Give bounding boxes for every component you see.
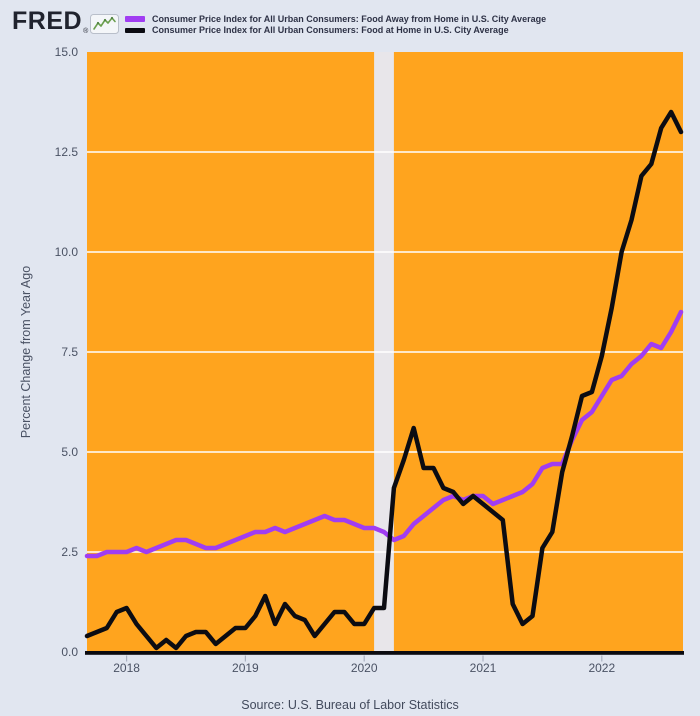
fred-sparkline-icon <box>90 14 119 34</box>
x-axis-tick-label: 2018 <box>113 661 140 675</box>
series-line-food-away-from-home <box>84 309 684 559</box>
x-axis-tick-label: 2020 <box>350 661 378 675</box>
x-axis-tick-label: 2022 <box>588 661 616 675</box>
x-axis-line <box>85 651 684 655</box>
legend-label-food-at-home: Consumer Price Index for All Urban Consu… <box>152 25 509 36</box>
registered-mark: ® <box>83 28 89 35</box>
source-note: Source: U.S. Bureau of Labor Statistics <box>241 698 459 712</box>
legend-item-food-at-home: Consumer Price Index for All Urban Consu… <box>125 25 546 37</box>
legend-swatch-food-away-from-home <box>125 16 145 22</box>
series-line-food-at-home <box>84 109 684 651</box>
y-axis-tick-label: 0.0 <box>61 644 78 659</box>
legend-item-food-away-from-home: Consumer Price Index for All Urban Consu… <box>125 13 546 25</box>
y-axis-tick-label: 5.0 <box>61 444 78 459</box>
x-axis-tick-label: 2021 <box>469 661 497 675</box>
y-axis-tick-label: 10.0 <box>54 244 78 259</box>
x-axis-tick-label: 2019 <box>232 661 259 675</box>
y-axis-tick-label: 2.5 <box>61 544 78 559</box>
legend: Consumer Price Index for All Urban Consu… <box>125 13 546 36</box>
fred-logo-text: FRED <box>12 7 83 35</box>
fred-logo: FRED® <box>12 7 89 39</box>
y-axis-tick-label: 7.5 <box>61 344 78 359</box>
y-axis-tick-label: 15.0 <box>54 44 78 59</box>
legend-label-food-away-from-home: Consumer Price Index for All Urban Consu… <box>152 13 547 24</box>
legend-swatch-food-at-home <box>125 27 145 33</box>
y-axis-tick-label: 12.5 <box>54 144 78 159</box>
